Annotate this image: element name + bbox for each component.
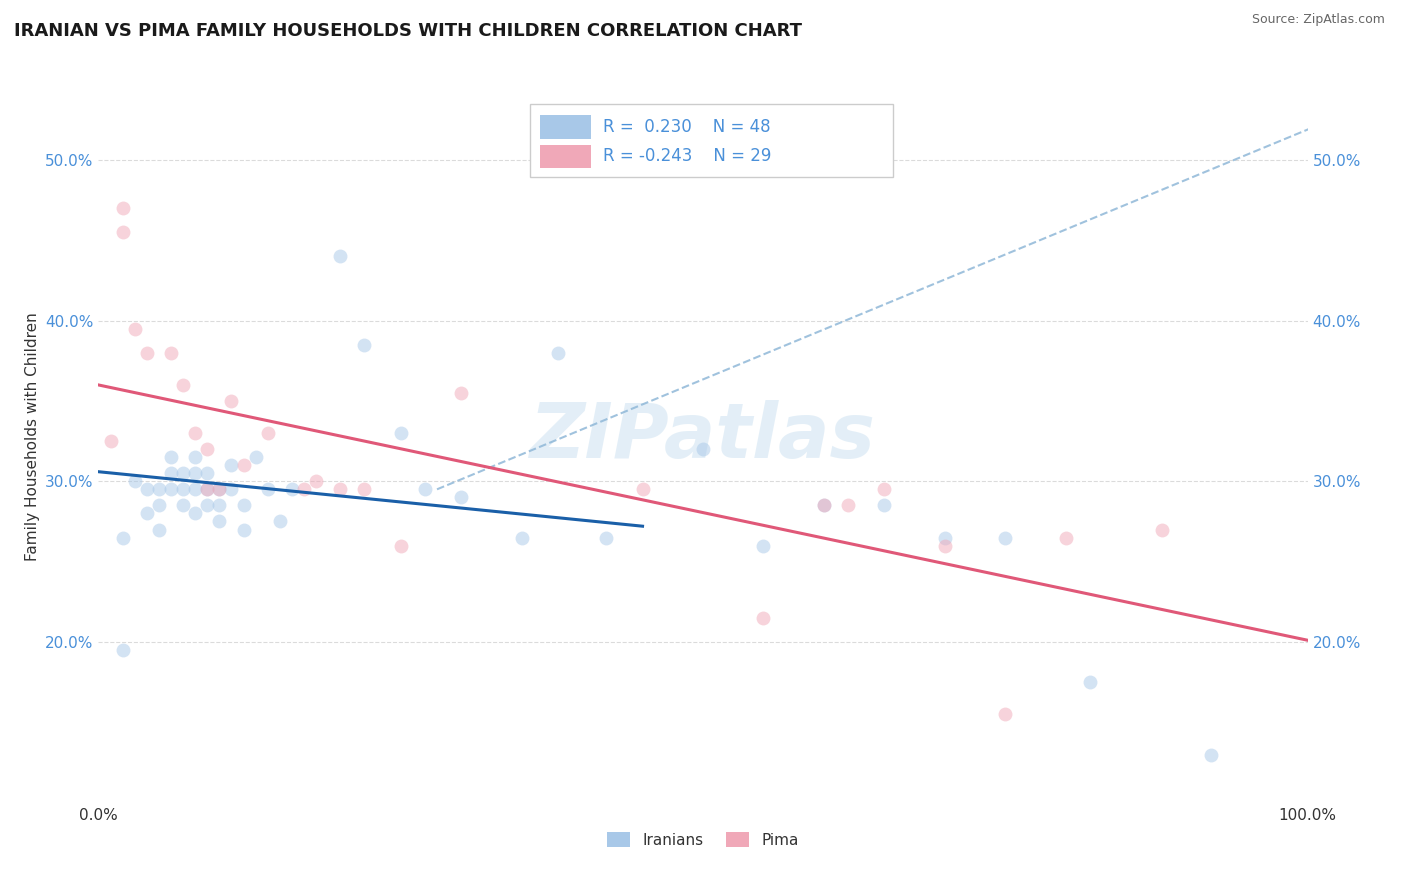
Point <box>305 475 328 489</box>
Point <box>232 523 254 537</box>
Point <box>160 467 183 481</box>
Point <box>873 483 896 497</box>
Point <box>595 531 617 545</box>
Legend: Iranians, Pima: Iranians, Pima <box>600 825 806 854</box>
Point <box>353 337 375 351</box>
Point <box>111 225 134 239</box>
Point <box>148 523 170 537</box>
Point <box>389 425 412 440</box>
Point <box>281 483 304 497</box>
Point <box>184 450 207 465</box>
Point <box>184 425 207 440</box>
Point <box>160 483 183 497</box>
Point <box>148 499 170 513</box>
Text: ZIPatlas: ZIPatlas <box>530 401 876 474</box>
Point <box>221 483 243 497</box>
Point <box>292 483 315 497</box>
Point <box>111 531 134 545</box>
Point <box>100 434 122 449</box>
Point <box>934 531 956 545</box>
Point <box>752 611 775 625</box>
Point <box>135 507 157 521</box>
Point <box>160 450 183 465</box>
Point <box>837 499 859 513</box>
Point <box>135 345 157 359</box>
FancyBboxPatch shape <box>540 145 591 168</box>
Point <box>631 483 654 497</box>
Point <box>1078 675 1101 690</box>
Point <box>1199 747 1222 762</box>
Point <box>172 483 194 497</box>
Point <box>269 515 291 529</box>
Point <box>353 483 375 497</box>
Point <box>329 249 352 263</box>
Point <box>221 393 243 408</box>
Point <box>135 483 157 497</box>
Point <box>994 531 1017 545</box>
Point <box>1054 531 1077 545</box>
Point <box>232 458 254 473</box>
Point <box>813 499 835 513</box>
Point <box>124 321 146 335</box>
Point <box>389 539 412 553</box>
Point <box>413 483 436 497</box>
FancyBboxPatch shape <box>530 104 893 178</box>
Text: R = -0.243    N = 29: R = -0.243 N = 29 <box>603 147 770 165</box>
Point <box>172 499 194 513</box>
Text: Source: ZipAtlas.com: Source: ZipAtlas.com <box>1251 13 1385 27</box>
Point <box>813 499 835 513</box>
Point <box>256 483 278 497</box>
Point <box>111 643 134 657</box>
Point <box>195 499 218 513</box>
Point <box>184 483 207 497</box>
FancyBboxPatch shape <box>540 115 591 138</box>
Point <box>195 467 218 481</box>
Point <box>184 467 207 481</box>
Point <box>184 507 207 521</box>
Point <box>111 201 134 215</box>
Point <box>208 483 231 497</box>
Point <box>873 499 896 513</box>
Point <box>994 707 1017 722</box>
Y-axis label: Family Households with Children: Family Households with Children <box>24 313 39 561</box>
Point <box>450 385 472 400</box>
Point <box>329 483 352 497</box>
Point <box>208 515 231 529</box>
Point <box>195 483 218 497</box>
Point <box>160 345 183 359</box>
Point <box>256 425 278 440</box>
Point <box>752 539 775 553</box>
Point <box>221 458 243 473</box>
Point <box>692 442 714 457</box>
Point <box>450 491 472 505</box>
Point <box>148 483 170 497</box>
Point <box>172 467 194 481</box>
Point <box>934 539 956 553</box>
Point <box>124 475 146 489</box>
Point <box>547 345 569 359</box>
Point <box>232 499 254 513</box>
Point <box>510 531 533 545</box>
Point <box>195 483 218 497</box>
Point <box>208 483 231 497</box>
Point <box>208 499 231 513</box>
Point <box>245 450 267 465</box>
Text: R =  0.230    N = 48: R = 0.230 N = 48 <box>603 118 770 136</box>
Point <box>1152 523 1174 537</box>
Point <box>195 442 218 457</box>
Point <box>172 377 194 392</box>
Text: IRANIAN VS PIMA FAMILY HOUSEHOLDS WITH CHILDREN CORRELATION CHART: IRANIAN VS PIMA FAMILY HOUSEHOLDS WITH C… <box>14 22 801 40</box>
